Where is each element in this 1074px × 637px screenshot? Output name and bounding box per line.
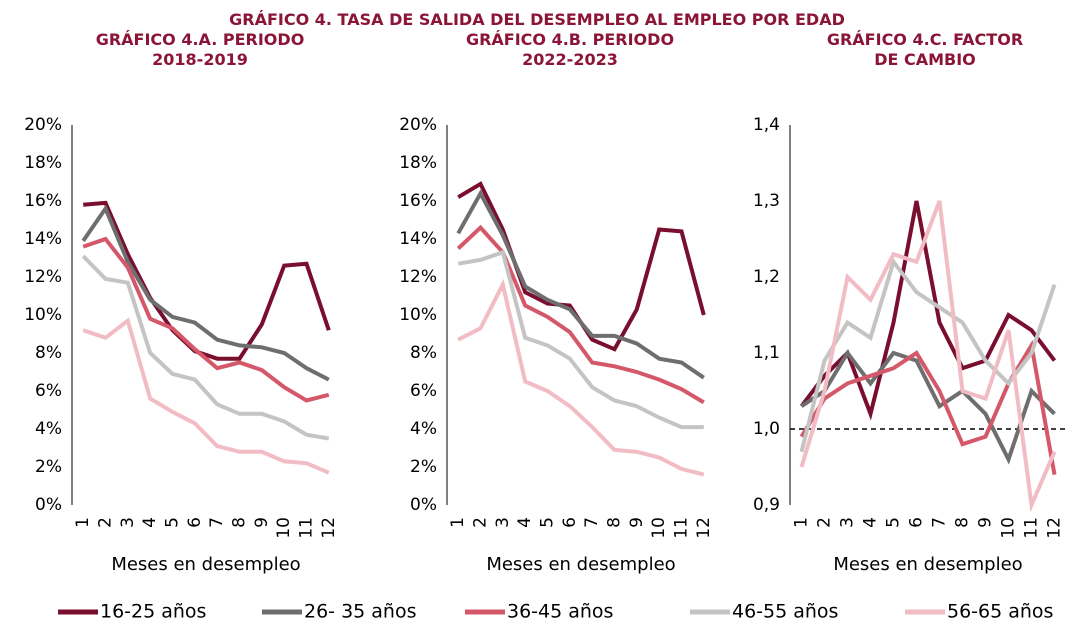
series-line <box>800 349 1056 465</box>
x-tick-label: 7 <box>582 517 602 528</box>
x-tick-label: 10 <box>999 517 1019 539</box>
x-tick-label: 1 <box>792 517 812 528</box>
y-tick-label: 2% <box>410 457 437 477</box>
x-tick-label: 4 <box>861 517 881 528</box>
y-tick-label: 16% <box>24 191 62 211</box>
y-tick-label: 20% <box>24 115 62 135</box>
y-tick-label: 6% <box>410 381 437 401</box>
x-tick-label: 4 <box>140 517 160 528</box>
y-tick-label: 8% <box>410 343 437 363</box>
y-tick-label: 10% <box>399 305 437 325</box>
x-tick-label: 10 <box>649 517 669 539</box>
y-tick-label: 0% <box>410 495 437 515</box>
x-tick-label: 9 <box>976 517 996 528</box>
x-axis-label: Meses en desempleo <box>111 554 300 575</box>
y-tick-label: 10% <box>24 305 62 325</box>
chart-title: GRÁFICO 4.B. PERIODO 2022-2023 <box>465 30 675 69</box>
legend-label: 26- 35 años <box>304 601 417 623</box>
series-line <box>799 257 1057 453</box>
x-tick-label: 3 <box>493 517 513 528</box>
series-line <box>457 249 704 430</box>
x-tick-label: 3 <box>118 517 138 528</box>
y-tick-label: 8% <box>35 343 62 363</box>
x-tick-label: 1 <box>448 517 468 528</box>
x-tick-label: 6 <box>907 517 927 528</box>
x-tick-label: 12 <box>694 517 714 539</box>
x-axis-label: Meses en desempleo <box>486 554 675 575</box>
series-line <box>83 200 331 361</box>
y-tick-label: 4% <box>35 419 62 439</box>
x-tick-label: 7 <box>930 517 950 528</box>
x-tick-label: 7 <box>207 517 227 528</box>
y-tick-label: 14% <box>399 229 437 249</box>
y-tick-label: 1,0 <box>753 419 780 439</box>
y-tick-label: 1,4 <box>753 115 780 135</box>
series-line <box>456 224 705 405</box>
chart-title: GRÁFICO 4.C. FACTOR DE CAMBIO <box>826 30 1024 69</box>
y-tick-label: 16% <box>399 191 437 211</box>
y-tick-label: 1,3 <box>753 191 780 211</box>
x-tick-label: 5 <box>538 517 558 528</box>
y-tick-label: 0,9 <box>753 495 780 515</box>
x-tick-label: 1 <box>73 517 93 528</box>
chart-title: GRÁFICO 4.A. PERIODO 2018-2019 <box>95 30 305 69</box>
x-tick-label: 9 <box>627 517 647 528</box>
legend-label: 56-65 años <box>947 601 1053 623</box>
x-tick-label: 2 <box>471 517 491 528</box>
y-tick-label: 14% <box>24 229 62 249</box>
legend-label: 46-55 años <box>732 601 838 623</box>
series-line <box>82 236 330 403</box>
x-tick-label: 10 <box>274 517 294 539</box>
x-tick-label: 8 <box>230 517 250 528</box>
x-tick-label: 11 <box>672 517 692 539</box>
series-line <box>81 204 330 382</box>
series-line <box>457 278 705 477</box>
x-tick-label: 5 <box>884 517 904 528</box>
y-tick-label: 18% <box>24 153 62 173</box>
x-tick-label: 12 <box>1045 517 1065 539</box>
x-tick-label: 8 <box>605 517 625 528</box>
x-tick-label: 4 <box>515 517 535 528</box>
y-tick-label: 12% <box>24 267 62 287</box>
x-tick-label: 12 <box>319 517 339 539</box>
y-tick-label: 2% <box>35 457 62 477</box>
x-tick-label: 2 <box>815 517 835 528</box>
x-tick-label: 6 <box>185 517 205 528</box>
series-line <box>81 254 330 441</box>
y-tick-label: 1,1 <box>753 343 780 363</box>
y-tick-label: 18% <box>399 153 437 173</box>
y-tick-label: 4% <box>410 419 437 439</box>
x-tick-label: 8 <box>953 517 973 528</box>
x-tick-label: 6 <box>560 517 580 528</box>
y-tick-label: 0% <box>35 495 62 515</box>
series-line <box>82 317 330 475</box>
main-title: GRÁFICO 4. TASA DE SALIDA DEL DESEMPLEO … <box>229 10 845 29</box>
x-tick-label: 5 <box>163 517 183 528</box>
x-tick-label: 11 <box>297 517 317 539</box>
legend-label: 36-45 años <box>507 601 613 623</box>
y-tick-label: 12% <box>399 267 437 287</box>
x-tick-label: 2 <box>96 517 116 528</box>
y-tick-label: 20% <box>399 115 437 135</box>
x-tick-label: 11 <box>1022 517 1042 539</box>
x-axis-label: Meses en desempleo <box>833 554 1022 575</box>
x-tick-label: 3 <box>838 517 858 528</box>
y-tick-label: 1,2 <box>753 267 780 287</box>
x-tick-label: 9 <box>252 517 272 528</box>
series-line <box>456 189 705 380</box>
legend-label: 16-25 años <box>100 601 206 623</box>
series-line <box>799 200 1057 513</box>
y-tick-label: 6% <box>35 381 62 401</box>
